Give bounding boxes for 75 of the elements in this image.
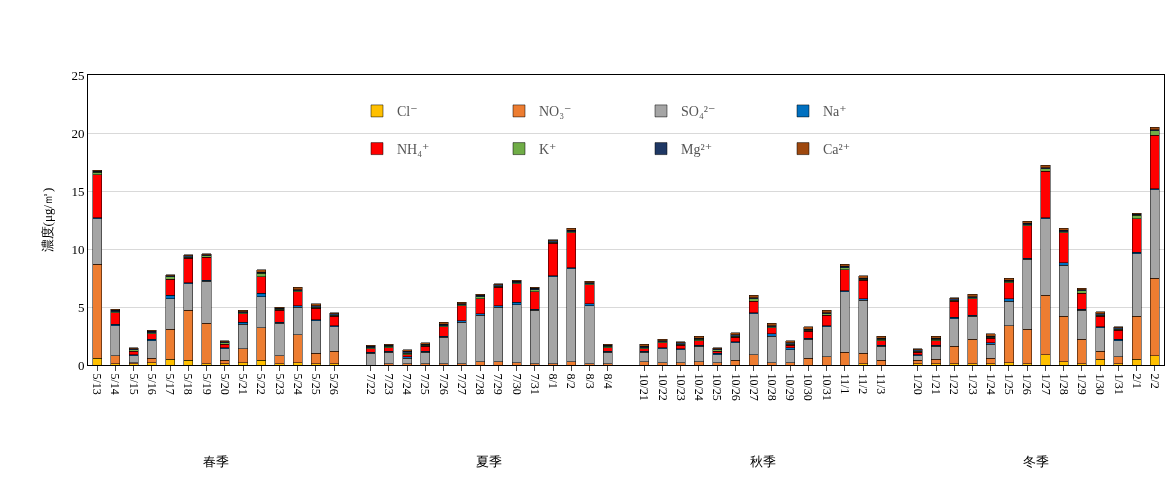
x-tick-label: 2/2 — [1147, 373, 1162, 389]
x-tick-label: 8/4 — [600, 373, 615, 389]
x-tick-label: 5/13 — [90, 373, 105, 395]
x-tick-label: 10/27 — [746, 373, 761, 401]
legend-label: Cl⁻ — [397, 104, 418, 120]
x-tick-label: 7/22 — [363, 373, 378, 395]
x-tick-label: 8/3 — [582, 373, 597, 389]
legend-label: Ca²⁺ — [823, 142, 851, 158]
x-tick-label: 1/23 — [965, 373, 980, 395]
x-tick-label: 8/1 — [546, 373, 561, 389]
x-tick-label: 7/24 — [400, 373, 415, 395]
x-tick-label: 10/28 — [765, 373, 779, 401]
y-tick-label: 15 — [71, 183, 85, 199]
legend-label: Mg²⁺ — [681, 142, 713, 158]
x-tick-label: 5/19 — [199, 373, 214, 395]
x-tick-label: 5/15 — [126, 373, 141, 395]
x-tick-label: 8/2 — [564, 373, 579, 389]
y-tick-label: 10 — [71, 241, 85, 257]
x-tick-label: 11/3 — [874, 373, 889, 395]
x-tick-label: 5/21 — [236, 373, 251, 395]
x-tick-label: 7/27 — [454, 373, 469, 395]
x-tick-label: 1/27 — [1038, 373, 1053, 395]
x-tick-label: 5/17 — [163, 373, 178, 395]
x-tick-label: 5/18 — [181, 373, 196, 395]
legend-label: NH₄⁺ — [397, 142, 430, 158]
legend-label: SO₄²⁻ — [681, 104, 716, 120]
text: 冬季 — [1023, 454, 1049, 469]
x-tick-label: 10/30 — [801, 373, 816, 401]
x-tick-label: 1/25 — [1002, 373, 1017, 395]
y-tick-label: 20 — [71, 125, 85, 141]
x-tick-label: 1/26 — [1020, 373, 1035, 395]
x-tick-label: 1/29 — [1075, 373, 1090, 395]
text: 春季 — [203, 454, 229, 469]
x-tick-label: 1/22 — [947, 373, 962, 395]
x-tick-label: 1/21 — [929, 373, 944, 395]
x-tick-label: 7/29 — [491, 373, 506, 395]
legend-label: Na⁺ — [823, 104, 847, 120]
text: 夏季 — [476, 454, 502, 469]
x-tick-label: 10/29 — [783, 373, 798, 401]
x-tick-label: 5/25 — [309, 373, 324, 395]
x-tick-label: 10/26 — [728, 373, 743, 401]
y-tick-label: 25 — [71, 67, 85, 83]
x-tick-label: 11/1 — [837, 373, 852, 395]
x-tick-label: 10/21 — [637, 373, 652, 401]
x-tick-label: 10/23 — [673, 373, 688, 401]
x-tick-label: 7/26 — [436, 373, 451, 395]
x-tick-label: 7/30 — [509, 373, 524, 395]
x-tick-label: 5/23 — [272, 373, 287, 395]
x-tick-label: 5/20 — [217, 373, 232, 395]
x-tick-label: 5/14 — [108, 373, 123, 395]
x-tick-label: 2/1 — [1129, 373, 1144, 389]
x-tick-label: 7/28 — [473, 373, 488, 395]
text: 秋季 — [750, 454, 776, 469]
x-tick-label: 7/31 — [527, 373, 542, 395]
x-tick-label: 1/28 — [1056, 373, 1071, 395]
x-tick-label: 10/24 — [692, 373, 707, 401]
y-axis-title: 濃度(μg/㎥) — [40, 187, 55, 253]
x-tick-label: 10/25 — [710, 373, 725, 401]
x-tick-label: 5/26 — [327, 373, 342, 395]
x-tick-label: 7/25 — [418, 373, 433, 395]
legend-label: NO₃⁻ — [539, 104, 572, 120]
x-tick-label: 5/24 — [290, 373, 305, 395]
x-tick-label: 10/22 — [655, 373, 670, 401]
x-tick-label: 10/31 — [819, 373, 834, 401]
x-tick-label: 11/2 — [856, 373, 871, 395]
legend-label: K⁺ — [539, 142, 557, 158]
y-tick-label: 0 — [77, 357, 85, 373]
x-tick-label: 1/24 — [983, 373, 998, 395]
x-tick-label: 1/20 — [910, 373, 925, 395]
y-tick-label: 5 — [77, 299, 85, 315]
x-tick-label: 1/30 — [1093, 373, 1108, 395]
x-tick-label: 5/22 — [254, 373, 269, 395]
x-tick-label: 1/31 — [1111, 373, 1126, 395]
x-tick-label: 7/23 — [382, 373, 397, 395]
x-tick-label: 5/16 — [144, 373, 159, 395]
